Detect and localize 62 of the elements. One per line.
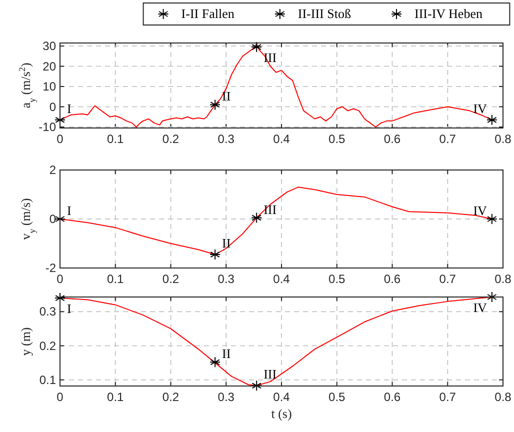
x-tick-label: 0.2 xyxy=(162,272,180,286)
y-axis-title: y (m) xyxy=(18,327,33,356)
x-tick-label: 0.6 xyxy=(384,390,401,404)
x-tick-label: 0.4 xyxy=(273,132,290,146)
y-tick-label: 0 xyxy=(49,212,56,226)
x-tick-label: 0.2 xyxy=(162,132,180,146)
x-tick-label: 0.8 xyxy=(494,272,512,286)
y-tick-label: 0 xyxy=(49,100,56,114)
annotation: IV xyxy=(473,203,488,218)
annotation: II xyxy=(222,346,231,362)
legend-label: II-III Stoß xyxy=(298,6,352,21)
x-tick-label: 0.1 xyxy=(107,390,124,404)
x-tick-label: 0.6 xyxy=(384,272,401,286)
annotation: IV xyxy=(473,300,488,315)
y-tick-label: 20 xyxy=(42,59,56,74)
x-axis-title: t (s) xyxy=(271,406,292,421)
annotation: III xyxy=(264,202,277,217)
point xyxy=(251,380,262,392)
annotation: I xyxy=(67,203,72,218)
point xyxy=(210,249,221,260)
annotation: III xyxy=(264,366,277,382)
x-tick-label: 0.6 xyxy=(384,132,401,146)
x-tick-label: 0.1 xyxy=(107,272,124,286)
y-tick-label: 10 xyxy=(42,80,56,94)
annotation: IV xyxy=(473,100,488,116)
y-tick-label: -10 xyxy=(38,120,56,134)
y-tick-label: 30 xyxy=(42,39,56,54)
x-tick-label: 0.7 xyxy=(439,272,456,286)
x-tick-label: 0.5 xyxy=(328,390,346,404)
y-tick-label: -2 xyxy=(45,261,56,275)
point xyxy=(210,99,221,110)
y-tick-label: 0.2 xyxy=(39,338,56,353)
legend-label: III-IV Heben xyxy=(414,6,483,21)
y-tick-label: 2 xyxy=(49,163,56,177)
x-tick-label: 0.5 xyxy=(328,132,346,146)
annotation: I xyxy=(67,301,72,316)
x-tick-label: 0.8 xyxy=(494,132,512,146)
line-series xyxy=(60,44,492,128)
annotation: II xyxy=(222,88,231,104)
point xyxy=(486,114,498,126)
x-tick-label: 0.4 xyxy=(273,272,290,286)
x-tick-label: 0.4 xyxy=(273,390,290,404)
x-tick-label: 0.5 xyxy=(328,272,346,286)
point xyxy=(251,42,262,53)
x-tick-label: 0.7 xyxy=(439,132,456,146)
annotation: II xyxy=(222,236,231,251)
x-tick-label: 0.3 xyxy=(218,390,235,404)
x-tick-label: 0.8 xyxy=(494,390,512,404)
annotation: I xyxy=(67,100,72,116)
x-tick-label: 0.3 xyxy=(218,132,235,146)
x-tick-label: 0.2 xyxy=(162,390,180,404)
legend-label: I-II Fallen xyxy=(181,6,235,21)
y-tick-label: 0.1 xyxy=(39,372,56,387)
x-tick-label: 0.1 xyxy=(107,132,124,146)
line-series xyxy=(60,186,492,256)
point xyxy=(210,356,221,368)
y-tick-label: 0.3 xyxy=(39,304,56,319)
x-tick-label: 0.7 xyxy=(439,390,456,404)
point xyxy=(486,292,498,302)
point xyxy=(486,214,498,224)
point xyxy=(251,212,262,224)
x-tick-label: 0.3 xyxy=(218,272,235,286)
